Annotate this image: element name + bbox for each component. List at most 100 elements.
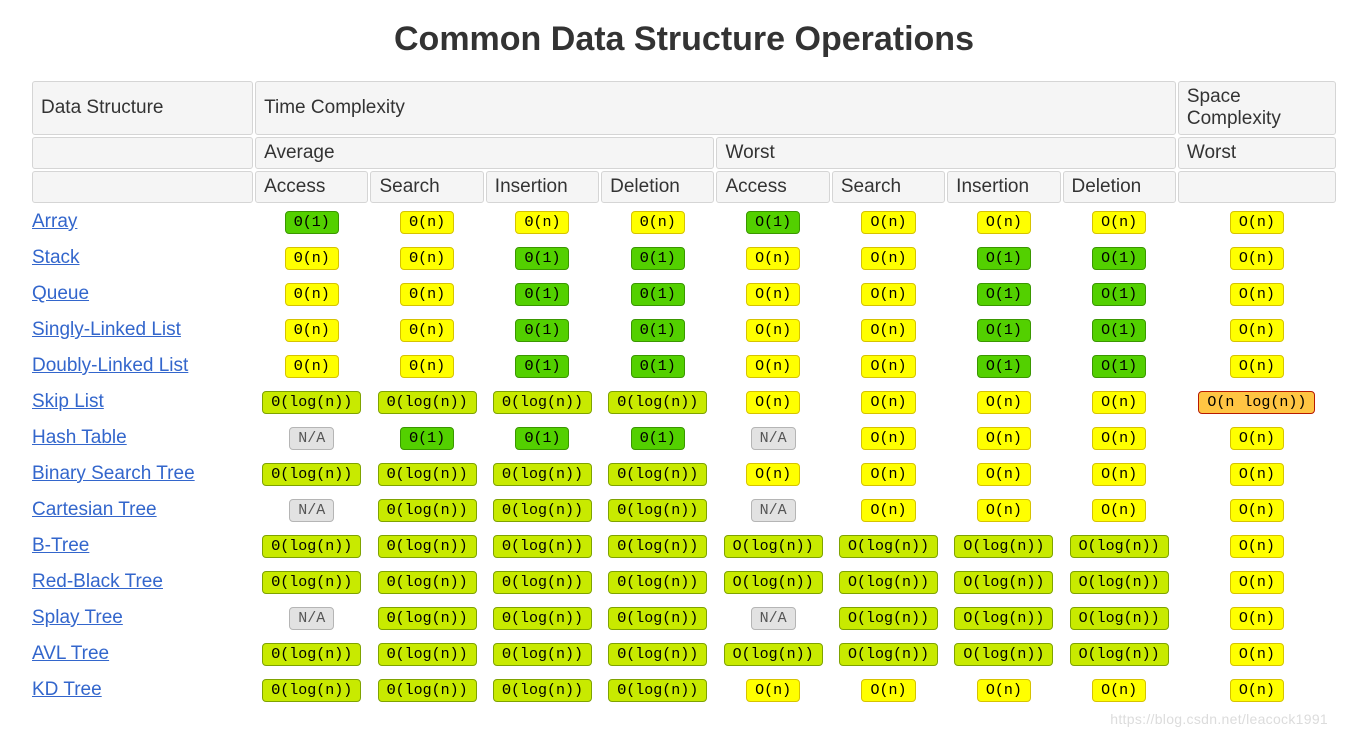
ds-link[interactable]: Binary Search Tree xyxy=(32,463,195,484)
ds-link[interactable]: Stack xyxy=(32,247,80,268)
header-ds: Data Structure xyxy=(32,81,253,135)
complexity-pill: O(n) xyxy=(1230,283,1284,306)
complexity-pill: Θ(1) xyxy=(515,355,569,378)
complexity-pill: O(n) xyxy=(1230,535,1284,558)
complexity-pill: O(n) xyxy=(746,319,800,342)
worst-cell: O(log(n)) xyxy=(947,565,1060,599)
ds-name-cell: Array xyxy=(32,205,253,239)
ds-link[interactable]: Singly-Linked List xyxy=(32,319,181,340)
avg-cell: Θ(log(n)) xyxy=(486,673,599,707)
worst-cell: O(log(n)) xyxy=(832,601,945,635)
ds-name-cell: Stack xyxy=(32,241,253,275)
complexity-pill: O(n) xyxy=(1092,499,1146,522)
complexity-pill: Θ(log(n)) xyxy=(262,679,361,702)
complexity-pill: O(1) xyxy=(977,247,1031,270)
worst-cell: O(n) xyxy=(832,421,945,455)
space-cell: O(n) xyxy=(1178,493,1336,527)
ds-link[interactable]: AVL Tree xyxy=(32,643,109,664)
avg-cell: Θ(log(n)) xyxy=(255,637,368,671)
complexity-pill: O(1) xyxy=(977,319,1031,342)
avg-cell: Θ(log(n)) xyxy=(601,673,714,707)
avg-cell: Θ(1) xyxy=(486,313,599,347)
complexity-pill: Θ(log(n)) xyxy=(608,535,707,558)
complexity-pill: O(log(n)) xyxy=(724,571,823,594)
table-row: AVL TreeΘ(log(n))Θ(log(n))Θ(log(n))Θ(log… xyxy=(32,637,1336,671)
complexity-pill: O(1) xyxy=(1092,319,1146,342)
worst-cell: N/A xyxy=(716,421,829,455)
ds-name-cell: Binary Search Tree xyxy=(32,457,253,491)
ds-link[interactable]: Red-Black Tree xyxy=(32,571,163,592)
ds-link[interactable]: Skip List xyxy=(32,391,104,412)
header-average: Average xyxy=(255,137,714,169)
avg-cell: Θ(log(n)) xyxy=(370,457,483,491)
complexity-pill: O(1) xyxy=(1092,355,1146,378)
complexity-pill: Θ(log(n)) xyxy=(378,607,477,630)
worst-cell: O(log(n)) xyxy=(1063,601,1176,635)
page-title: Common Data Structure Operations xyxy=(30,20,1338,59)
worst-cell: O(n) xyxy=(947,205,1060,239)
worst-cell: O(log(n)) xyxy=(832,637,945,671)
table-row: ArrayΘ(1)Θ(n)Θ(n)Θ(n)O(1)O(n)O(n)O(n)O(n… xyxy=(32,205,1336,239)
ds-name-cell: Skip List xyxy=(32,385,253,419)
avg-cell: Θ(log(n)) xyxy=(255,565,368,599)
header-blank xyxy=(1178,171,1336,203)
complexity-pill: O(n) xyxy=(977,391,1031,414)
complexity-pill: O(n) xyxy=(746,355,800,378)
avg-cell: Θ(n) xyxy=(255,313,368,347)
ds-link[interactable]: Doubly-Linked List xyxy=(32,355,188,376)
complexity-pill: Θ(log(n)) xyxy=(493,607,592,630)
header-op: Insertion xyxy=(947,171,1060,203)
space-cell: O(n) xyxy=(1178,457,1336,491)
complexity-pill: O(n) xyxy=(861,391,915,414)
complexity-pill: O(n log(n)) xyxy=(1198,391,1315,414)
worst-cell: O(log(n)) xyxy=(947,601,1060,635)
worst-cell: O(1) xyxy=(1063,349,1176,383)
worst-cell: O(n) xyxy=(832,241,945,275)
avg-cell: Θ(log(n)) xyxy=(370,637,483,671)
worst-cell: O(n) xyxy=(947,421,1060,455)
table-row: Cartesian TreeN/AΘ(log(n))Θ(log(n))Θ(log… xyxy=(32,493,1336,527)
complexity-pill: O(n) xyxy=(977,499,1031,522)
header-op: Access xyxy=(255,171,368,203)
ds-link[interactable]: Array xyxy=(32,211,77,232)
ds-link[interactable]: Queue xyxy=(32,283,89,304)
header-op: Deletion xyxy=(601,171,714,203)
complexity-pill: Θ(log(n)) xyxy=(493,679,592,702)
complexity-pill: Θ(log(n)) xyxy=(608,679,707,702)
ds-link[interactable]: Cartesian Tree xyxy=(32,499,157,520)
space-cell: O(n) xyxy=(1178,529,1336,563)
worst-cell: O(n) xyxy=(947,457,1060,491)
worst-cell: O(1) xyxy=(1063,241,1176,275)
complexity-pill: O(n) xyxy=(1230,463,1284,486)
space-cell: O(n) xyxy=(1178,601,1336,635)
complexity-pill: Θ(log(n)) xyxy=(378,463,477,486)
avg-cell: Θ(log(n)) xyxy=(255,529,368,563)
ds-link[interactable]: B-Tree xyxy=(32,535,89,556)
complexity-pill: O(log(n)) xyxy=(839,607,938,630)
complexity-pill: Θ(log(n)) xyxy=(378,499,477,522)
worst-cell: O(n) xyxy=(1063,421,1176,455)
complexity-pill: O(n) xyxy=(746,679,800,702)
ds-link[interactable]: Splay Tree xyxy=(32,607,123,628)
avg-cell: Θ(log(n)) xyxy=(486,493,599,527)
complexity-pill: O(n) xyxy=(1230,355,1284,378)
complexity-pill: O(log(n)) xyxy=(954,607,1053,630)
worst-cell: O(n) xyxy=(716,241,829,275)
worst-cell: O(log(n)) xyxy=(947,529,1060,563)
avg-cell: Θ(log(n)) xyxy=(601,493,714,527)
complexity-pill: O(n) xyxy=(1230,319,1284,342)
worst-cell: O(n) xyxy=(716,385,829,419)
avg-cell: Θ(log(n)) xyxy=(486,529,599,563)
complexity-pill: Θ(log(n)) xyxy=(608,643,707,666)
complexity-pill: Θ(log(n)) xyxy=(493,535,592,558)
complexity-pill: O(n) xyxy=(746,391,800,414)
worst-cell: O(n) xyxy=(716,457,829,491)
avg-cell: Θ(1) xyxy=(370,421,483,455)
avg-cell: Θ(log(n)) xyxy=(370,673,483,707)
ds-name-cell: Queue xyxy=(32,277,253,311)
avg-cell: Θ(n) xyxy=(486,205,599,239)
ds-link[interactable]: Hash Table xyxy=(32,427,127,448)
space-cell: O(n) xyxy=(1178,637,1336,671)
ds-link[interactable]: KD Tree xyxy=(32,679,102,700)
header-op: Insertion xyxy=(486,171,599,203)
